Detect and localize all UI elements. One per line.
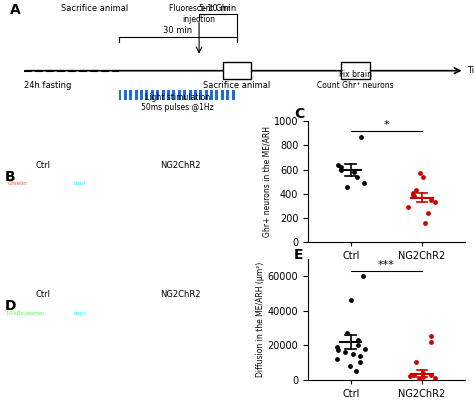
Point [410, 371, 418, 378]
Point [344, 330, 351, 336]
Point [415, 376, 423, 382]
Point [360, 180, 367, 186]
Bar [210, 90, 213, 101]
Point [416, 170, 424, 177]
Bar [129, 90, 132, 101]
Bar [232, 90, 235, 101]
Bar [223, 62, 251, 79]
Bar [162, 90, 164, 101]
Point [350, 169, 357, 175]
Text: 24h fasting: 24h fasting [24, 81, 71, 90]
Point [427, 339, 435, 345]
Bar [118, 90, 121, 101]
Point [341, 349, 349, 355]
Text: Fluorescent Ghr
injection: Fluorescent Ghr injection [169, 4, 229, 24]
Text: dapi: dapi [74, 311, 86, 316]
Text: B: B [5, 170, 15, 184]
Text: ***: *** [378, 260, 395, 270]
Bar [189, 90, 191, 101]
Bar [205, 90, 208, 101]
Point [407, 373, 414, 379]
Point [352, 368, 359, 375]
Text: NG2ChR2: NG2ChR2 [160, 161, 201, 170]
Text: 30 min: 30 min [163, 25, 192, 34]
Point [337, 166, 345, 173]
Point [356, 359, 364, 366]
Text: Ctrl: Ctrl [35, 161, 50, 170]
Point [428, 197, 435, 203]
Text: D: D [5, 299, 16, 313]
Point [412, 359, 420, 366]
Text: dapi: dapi [74, 181, 86, 186]
Point [409, 189, 417, 196]
Bar [178, 90, 181, 101]
Bar [151, 90, 154, 101]
Text: Ghrelin: Ghrelin [8, 181, 27, 186]
Bar [216, 90, 219, 101]
Bar [173, 90, 175, 101]
Text: *: * [383, 120, 389, 130]
Text: NG2ChR2: NG2ChR2 [160, 290, 201, 299]
Point [359, 273, 367, 279]
Point [421, 220, 428, 226]
Bar [183, 90, 186, 101]
Point [355, 342, 362, 348]
Point [409, 192, 417, 198]
Point [333, 344, 340, 350]
Bar [146, 90, 148, 101]
Point [404, 204, 412, 210]
Point [349, 351, 356, 357]
Point [410, 193, 418, 200]
Bar [199, 90, 202, 101]
Text: 10 kDa dextran: 10 kDa dextran [6, 311, 44, 316]
Y-axis label: Diffusion in the ME/ARH (μm²): Diffusion in the ME/ARH (μm²) [256, 261, 265, 377]
Bar [124, 90, 127, 101]
Bar [221, 90, 224, 101]
Text: Ctrl: Ctrl [35, 290, 50, 299]
Point [354, 337, 362, 343]
Text: 5-10 min: 5-10 min [200, 4, 237, 13]
Bar [167, 90, 170, 101]
Point [354, 174, 361, 180]
Point [412, 187, 420, 194]
Point [334, 162, 342, 168]
Point [356, 352, 363, 359]
Y-axis label: Ghr+ neurons in the ME/ARH: Ghr+ neurons in the ME/ARH [262, 126, 271, 237]
Point [357, 134, 365, 140]
Point [424, 210, 431, 217]
Point [361, 345, 368, 352]
Text: Light stimulation
50ms pulses @1Hz: Light stimulation 50ms pulses @1Hz [141, 93, 214, 112]
Point [419, 374, 426, 381]
Point [347, 297, 355, 303]
Text: Fix brain
Count Ghr⁺ neurons: Fix brain Count Ghr⁺ neurons [317, 70, 394, 90]
Point [334, 347, 342, 354]
Bar [226, 90, 229, 101]
Text: A: A [9, 3, 20, 17]
Bar [140, 90, 143, 101]
Point [431, 375, 439, 381]
Bar [135, 90, 137, 101]
Text: Time: Time [467, 66, 474, 75]
Point [343, 183, 351, 190]
Text: Sacrifice animal: Sacrifice animal [203, 81, 271, 90]
Point [428, 333, 435, 340]
Point [334, 356, 341, 362]
Bar [194, 90, 197, 101]
Text: C: C [294, 107, 304, 121]
Bar [341, 62, 370, 79]
Point [419, 174, 426, 180]
Bar [156, 90, 159, 101]
Text: E: E [294, 248, 303, 263]
Point [419, 370, 427, 376]
Text: Sacrifice animal: Sacrifice animal [61, 4, 128, 13]
Point [346, 363, 354, 369]
Point [337, 164, 345, 170]
Point [427, 372, 435, 379]
Point [431, 199, 439, 206]
